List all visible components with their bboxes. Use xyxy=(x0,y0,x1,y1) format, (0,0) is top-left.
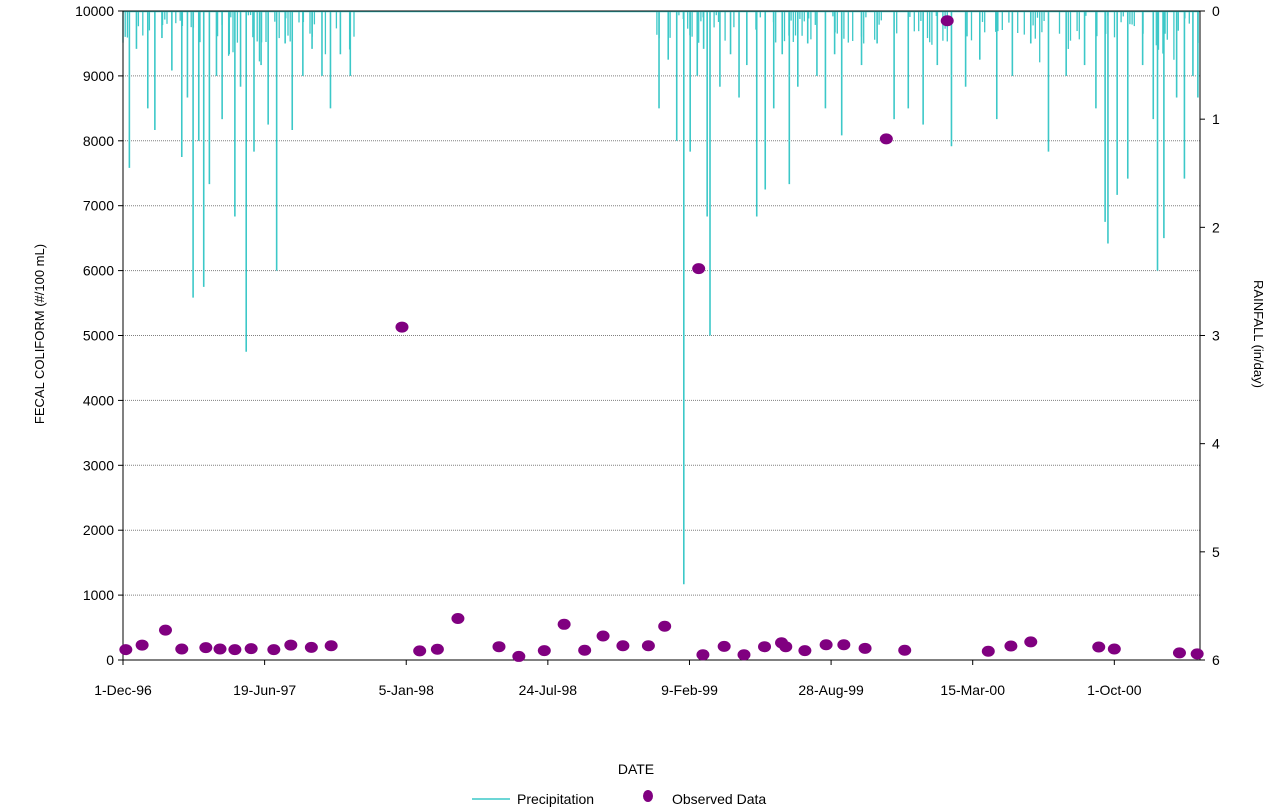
observed-data-point xyxy=(324,640,338,652)
observed-data-point xyxy=(175,643,189,655)
observed-data-point xyxy=(981,645,995,657)
observed-data-point xyxy=(512,650,526,662)
observed-data-point xyxy=(837,639,851,651)
gridlines xyxy=(123,10,1200,596)
observed-data-point xyxy=(1190,648,1204,660)
observed-data-point xyxy=(158,624,172,636)
y-right-tick-label: 1 xyxy=(1212,111,1220,127)
legend-observed-label: Observed Data xyxy=(672,791,766,807)
precipitation-series xyxy=(122,10,1200,585)
observed-data-point xyxy=(228,644,242,656)
y-axis-left: 0 1000 2000 3000 4000 5000 6000 7000 8000 9000 100… xyxy=(75,3,123,668)
observed-data-point xyxy=(658,620,672,632)
observed-data-point xyxy=(304,641,318,653)
observed-data-point xyxy=(1107,643,1121,655)
observed-data-point xyxy=(1092,641,1106,653)
observed-data-point xyxy=(199,642,213,654)
y-left-tick-label: 3000 xyxy=(83,457,114,473)
y-left-tick-label: 8000 xyxy=(83,133,114,149)
legend: Precipitation Observed Data xyxy=(472,790,766,807)
y-left-tick-label: 7000 xyxy=(83,198,114,214)
observed-data-point xyxy=(430,643,444,655)
y-left-tick-label: 0 xyxy=(106,652,114,668)
y-right-tick-label: 4 xyxy=(1212,436,1220,452)
y-left-tick-label: 9000 xyxy=(83,68,114,84)
y-left-tick-label: 1000 xyxy=(83,587,114,603)
observed-data-point xyxy=(819,639,833,651)
observed-data-point xyxy=(135,639,149,651)
y-right-tick-label: 6 xyxy=(1212,652,1220,668)
observed-data-point xyxy=(798,645,812,657)
x-tick-label: 24-Jul-98 xyxy=(519,682,578,698)
observed-data-point xyxy=(492,641,506,653)
x-tick-label: 9-Feb-99 xyxy=(661,682,718,698)
legend-observed-marker xyxy=(643,790,653,802)
observed-data-point xyxy=(696,649,710,661)
y-right-tick-label: 0 xyxy=(1212,3,1220,19)
x-tick-label: 15-Mar-00 xyxy=(940,682,1005,698)
observed-data-point xyxy=(1172,647,1186,659)
observed-data-point xyxy=(395,321,409,333)
y-right-tick-label: 3 xyxy=(1212,328,1220,344)
y-right-tick-label: 5 xyxy=(1212,544,1220,560)
observed-data-point xyxy=(451,612,465,624)
observed-data-point xyxy=(119,644,133,656)
observed-data-point xyxy=(641,640,655,652)
observed-data-point xyxy=(858,642,872,654)
y-left-tick-label: 10000 xyxy=(75,3,114,19)
observed-data-point xyxy=(940,15,954,27)
observed-data-point xyxy=(1004,640,1018,652)
observed-data-point xyxy=(737,649,751,661)
observed-data-series xyxy=(119,15,1204,662)
observed-data-point xyxy=(616,640,630,652)
legend-precipitation-label: Precipitation xyxy=(517,791,594,807)
y-left-tick-label: 2000 xyxy=(83,522,114,538)
observed-data-point xyxy=(758,641,772,653)
y-axis-right: 0 1 2 3 4 5 6 xyxy=(1200,3,1220,668)
observed-data-point xyxy=(717,640,731,652)
x-tick-label: 28-Aug-99 xyxy=(798,682,864,698)
observed-data-point xyxy=(413,645,427,657)
observed-data-point xyxy=(1024,636,1038,648)
x-tick-label: 1-Oct-00 xyxy=(1087,682,1142,698)
observed-data-point xyxy=(779,641,793,653)
observed-data-point xyxy=(284,639,298,651)
observed-data-point xyxy=(578,644,592,656)
x-tick-label: 1-Dec-96 xyxy=(94,682,152,698)
y-right-tick-label: 2 xyxy=(1212,219,1220,235)
observed-data-point xyxy=(557,618,571,630)
observed-data-point xyxy=(879,133,893,145)
observed-data-point xyxy=(267,644,281,656)
observed-data-point xyxy=(213,643,227,655)
y-axis-right-title: RAINFALL (in/day) xyxy=(1251,280,1266,388)
x-axis-title: DATE xyxy=(618,761,654,777)
y-left-tick-label: 4000 xyxy=(83,392,114,408)
observed-data-point xyxy=(596,630,610,642)
y-left-tick-label: 5000 xyxy=(83,328,114,344)
y-axis-left-title: FECAL COLIFORM (#/100 mL) xyxy=(32,244,47,424)
observed-data-point xyxy=(692,263,706,275)
observed-data-point xyxy=(898,644,912,656)
observed-data-point xyxy=(244,643,258,655)
x-axis: 1-Dec-96 19-Jun-97 5-Jan-98 24-Jul-98 9-Feb-… xyxy=(94,660,1142,698)
x-tick-label: 5-Jan-98 xyxy=(379,682,434,698)
x-tick-label: 19-Jun-97 xyxy=(233,682,296,698)
y-left-tick-label: 6000 xyxy=(83,263,114,279)
observed-data-point xyxy=(537,645,551,657)
